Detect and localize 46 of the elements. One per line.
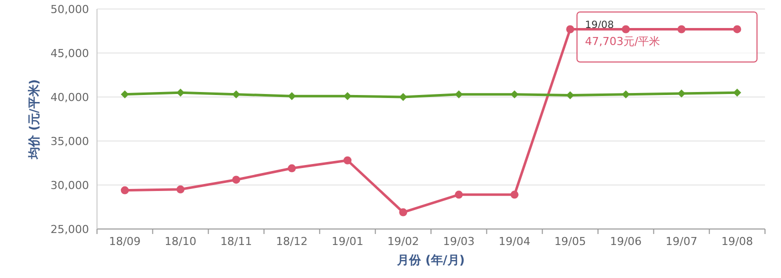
point <box>566 91 574 100</box>
x-tick-label: 18/11 <box>220 235 252 248</box>
x-tick-label: 18/10 <box>164 235 196 248</box>
point <box>399 208 408 216</box>
y-tick-label: 50,000 <box>50 3 89 16</box>
point <box>566 25 574 34</box>
point <box>622 90 630 98</box>
annotation: 19/08 <box>585 20 614 31</box>
y-tick-label: 40,000 <box>50 91 89 104</box>
point <box>733 88 742 97</box>
point <box>733 25 742 34</box>
point <box>288 92 296 100</box>
point <box>232 90 240 98</box>
point <box>399 93 408 101</box>
point <box>288 164 296 172</box>
y-tick-label: 35,000 <box>50 135 89 148</box>
point <box>232 176 240 184</box>
point <box>454 90 463 98</box>
y-axis-title: 均价 (元/平米) <box>27 79 41 160</box>
x-tick-label: 19/02 <box>387 235 420 248</box>
y-tick-label: 25,000 <box>50 223 89 236</box>
y-tick-label: 45,000 <box>50 47 89 60</box>
point <box>344 156 352 164</box>
point <box>120 90 129 98</box>
x-tick-label: 19/04 <box>498 235 530 248</box>
point <box>622 25 630 34</box>
x-tick-label: 18/12 <box>276 235 308 248</box>
x-tick-label: 19/07 <box>666 235 698 248</box>
annotation: 47,703元/平米 <box>585 35 660 48</box>
x-tick-label: 19/05 <box>554 235 586 248</box>
x-tick-label: 19/06 <box>610 235 642 248</box>
x-axis-title: 月份 (年/月) <box>396 253 465 267</box>
point <box>120 186 129 194</box>
point <box>176 185 184 194</box>
point <box>678 89 686 98</box>
point <box>510 90 518 98</box>
x-tick-label: 19/08 <box>721 235 754 248</box>
point <box>176 88 184 97</box>
point <box>510 190 518 199</box>
point <box>454 190 463 199</box>
x-tick-label: 19/03 <box>442 235 475 248</box>
point <box>344 92 352 100</box>
y-tick-label: 30,000 <box>50 179 89 192</box>
x-tick-label: 18/09 <box>108 235 141 248</box>
point <box>678 25 686 34</box>
x-tick-label: 19/01 <box>332 235 364 248</box>
